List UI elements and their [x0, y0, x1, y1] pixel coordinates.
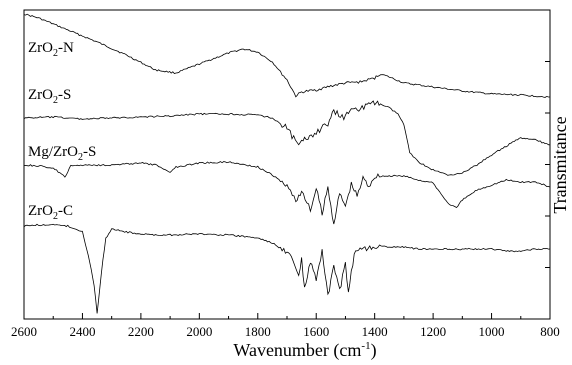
series-group: [23, 13, 551, 314]
series-label: Mg/ZrO2-S: [28, 144, 96, 163]
x-tick-label: 1200: [420, 324, 446, 339]
series-line: [23, 161, 551, 225]
x-tick-label: 2400: [69, 324, 95, 339]
series-label: ZrO2-N: [28, 40, 74, 59]
x-tick-label: 1000: [479, 324, 505, 339]
series-line: [23, 100, 551, 176]
y-axis-title: Transmitance: [550, 116, 570, 213]
x-tick-label: 1800: [245, 324, 271, 339]
x-axis-title: Wavenumber (cm-1): [233, 340, 376, 361]
x-tick-label: 1600: [303, 324, 329, 339]
x-tick-label: 2600: [11, 324, 37, 339]
series-label: ZrO2-C: [28, 203, 73, 222]
series-labels: ZrO2-N ZrO2-S Mg/ZrO2-S ZrO2-C: [28, 40, 96, 222]
x-tick-label: 1400: [362, 324, 388, 339]
x-tick-label: 2200: [128, 324, 154, 339]
y-ticks: [545, 9, 550, 320]
x-ticks: 2600 2400 2200 2000 1800 1600 1400 1200 1000 800: [11, 313, 560, 339]
series-label: ZrO2-S: [28, 87, 71, 106]
series-line: [23, 223, 551, 314]
x-tick-label: 800: [540, 324, 560, 339]
x-tick-label: 2000: [186, 324, 212, 339]
series-line: [23, 13, 550, 98]
